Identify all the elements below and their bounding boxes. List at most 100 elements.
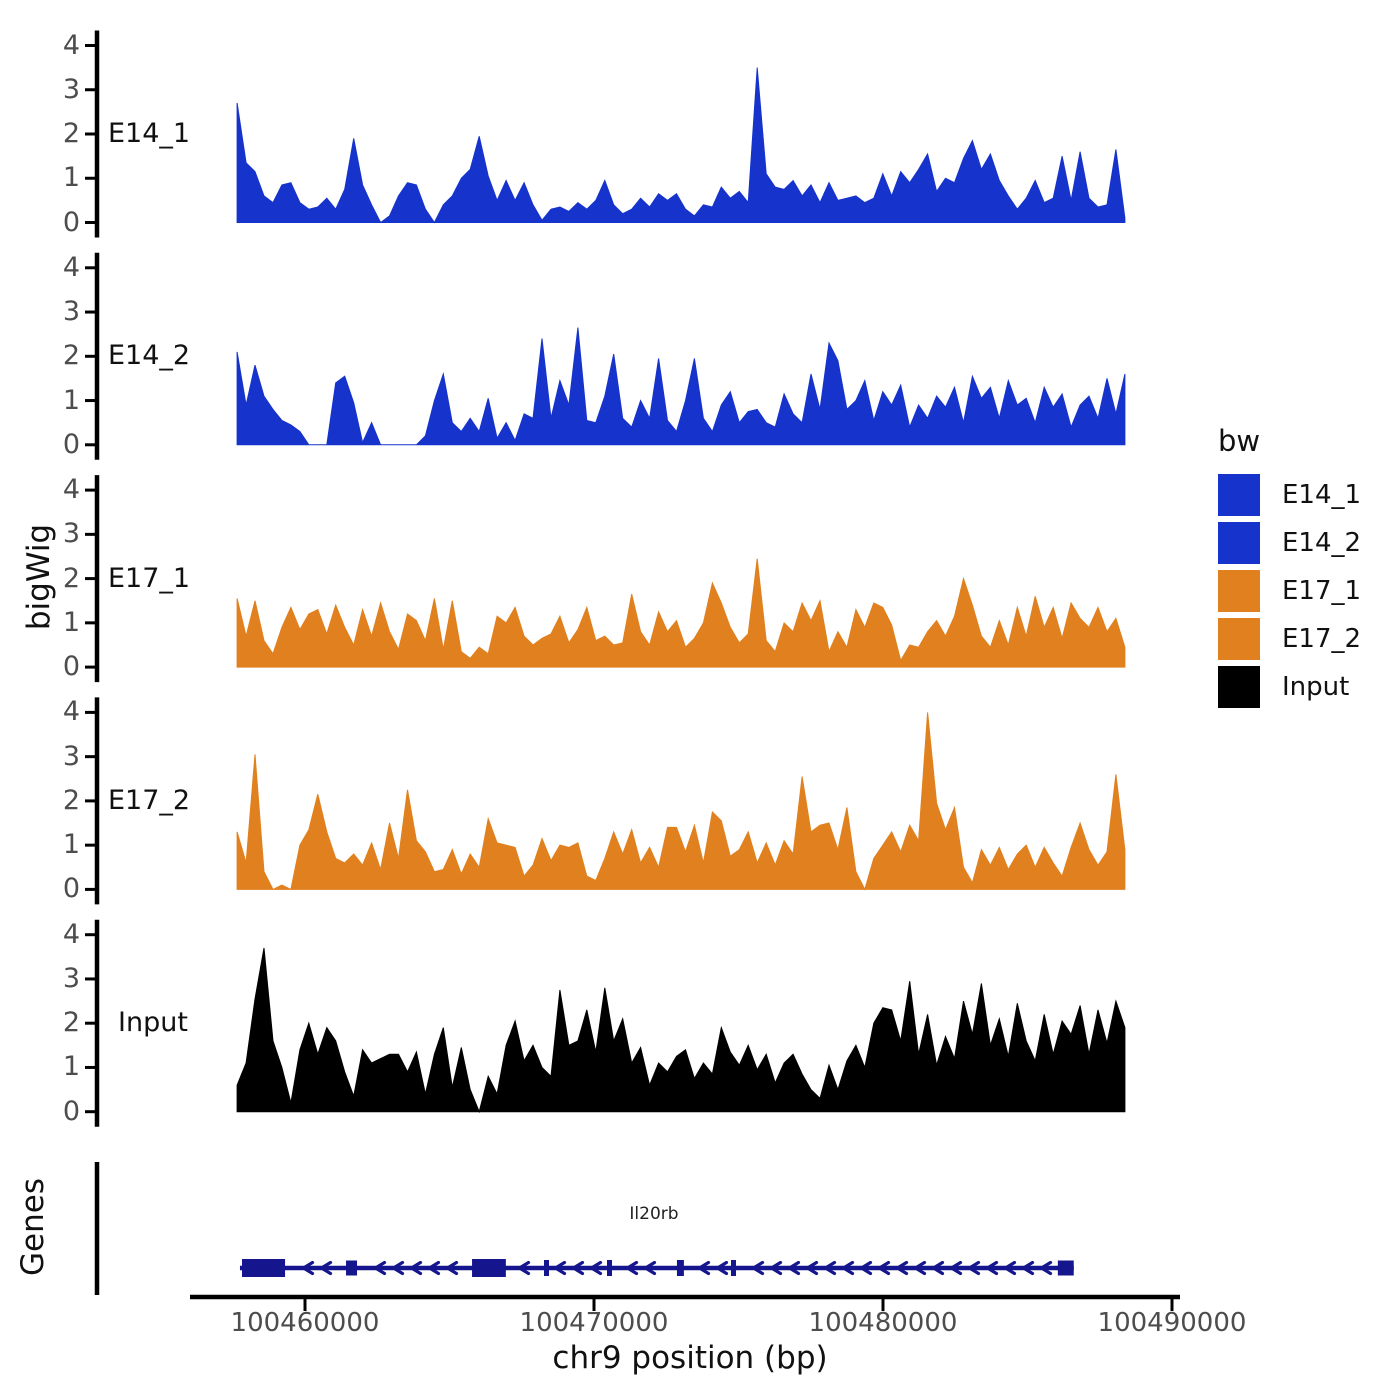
gene-exon [241, 1259, 286, 1277]
y-tick-label: 1 [62, 829, 80, 861]
strand-arrow-left-icon [804, 1260, 819, 1276]
legend-item-e17-2: E17_2 [1218, 618, 1361, 660]
gene-exon [472, 1259, 506, 1277]
x-tick-label-100480000: 100480000 [808, 1308, 958, 1338]
track-area-E17_2 [236, 712, 1126, 891]
y-tick-label: 0 [62, 873, 80, 905]
legend-label-e14-2: E14_2 [1282, 528, 1362, 558]
y-tick-label: 2 [62, 1007, 80, 1039]
strand-arrow-left-icon [426, 1260, 441, 1276]
legend-item-e14-2: E14_2 [1218, 522, 1361, 564]
x-tick-label-100460000: 100460000 [230, 1308, 380, 1338]
strand-arrow-left-icon [318, 1260, 333, 1276]
strand-arrow-left-icon [444, 1260, 459, 1276]
y-tick-label: 2 [62, 562, 80, 594]
y-tick-label: 1 [62, 1051, 80, 1083]
y-tick-label: 4 [62, 251, 80, 283]
strand-arrow-left-icon [768, 1260, 783, 1276]
gene-exon [346, 1260, 358, 1276]
y-tick-label: 4 [62, 918, 80, 950]
y-tick-label: 3 [62, 962, 80, 994]
strand-arrow-left-icon [642, 1260, 657, 1276]
strand-arrow-left-icon [858, 1260, 873, 1276]
strand-arrow-left-icon [876, 1260, 891, 1276]
legend-title: bw [1218, 424, 1261, 458]
track-area-E14_2 [236, 327, 1126, 446]
strand-arrow-left-icon [1002, 1260, 1017, 1276]
strand-arrow-left-icon [570, 1260, 585, 1276]
y-tick-label: 4 [62, 696, 80, 728]
strand-arrow-left-icon [840, 1260, 855, 1276]
legend-label-e14-1: E14_1 [1282, 480, 1362, 510]
strand-arrow-left-icon [894, 1260, 909, 1276]
strand-arrow-left-icon [750, 1260, 765, 1276]
x-tick-label-100490000: 100490000 [1097, 1308, 1247, 1338]
strand-arrow-left-icon [696, 1260, 711, 1276]
track-label-e17-1: E17_1 [108, 562, 191, 594]
strand-arrow-left-icon [948, 1260, 963, 1276]
track-label-e14-1: E14_1 [108, 118, 191, 149]
legend-label-input: Input [1282, 672, 1350, 702]
y-tick-label: 2 [62, 340, 80, 372]
legend: bw E14_1 E14_2 E17_1 E17_2 Input [1218, 424, 1361, 714]
track-area-Input [236, 947, 1126, 1114]
genes-panel-title: Genes [15, 1178, 51, 1276]
strand-arrow-left-icon [516, 1260, 531, 1276]
y-tick-label: 1 [62, 384, 80, 416]
y-tick-label: 0 [62, 651, 80, 683]
legend-item-e14-1: E14_1 [1218, 474, 1361, 516]
strand-arrow-left-icon [714, 1260, 729, 1276]
track-label-e14-2: E14_2 [108, 340, 191, 372]
strand-arrow-left-icon [930, 1260, 945, 1276]
legend-swatch-e14-1 [1218, 474, 1260, 516]
gene-name-label: Il20rb [629, 1204, 679, 1224]
legend-swatch-input [1218, 666, 1260, 708]
strand-arrow-left-icon [552, 1260, 567, 1276]
legend-label-e17-1: E17_1 [1282, 576, 1362, 606]
legend-item-input: Input [1218, 666, 1361, 708]
track-label-input: Input [118, 1007, 188, 1039]
strand-arrow-left-icon [408, 1260, 423, 1276]
y-tick-label: 1 [62, 162, 80, 194]
strand-arrow-left-icon [372, 1260, 387, 1276]
gene-exon [730, 1260, 736, 1276]
y-tick-label: 4 [62, 474, 80, 506]
y-tick-label: 3 [62, 740, 80, 772]
strand-arrow-left-icon [588, 1260, 603, 1276]
legend-swatch-e14-2 [1218, 522, 1260, 564]
y-tick-label: 0 [62, 206, 80, 238]
y-tick-label: 3 [62, 518, 80, 550]
gene-exon [1057, 1260, 1074, 1276]
strand-arrow-left-icon [984, 1260, 999, 1276]
strand-arrow-left-icon [1038, 1260, 1053, 1276]
legend-swatch-e17-1 [1218, 570, 1260, 612]
y-tick-label: 1 [62, 606, 80, 638]
strand-arrow-left-icon [786, 1260, 801, 1276]
strand-arrow-left-icon [624, 1260, 639, 1276]
strand-arrow-left-icon [390, 1260, 405, 1276]
strand-arrow-left-icon [300, 1260, 315, 1276]
y-tick-label: 0 [62, 1095, 80, 1127]
strand-arrow-left-icon [1020, 1260, 1035, 1276]
y-tick-label: 3 [62, 73, 80, 105]
track-label-e17-2: E17_2 [108, 784, 191, 816]
y-tick-label: 0 [62, 428, 80, 460]
track-area-E14_1 [236, 67, 1126, 224]
y-tick-label: 2 [62, 784, 80, 816]
x-tick-label-100470000: 100470000 [519, 1308, 669, 1338]
y-tick-label: 2 [62, 118, 80, 149]
gene-exon [607, 1260, 613, 1276]
strand-arrow-left-icon [966, 1260, 981, 1276]
track-area-E17_1 [236, 558, 1126, 668]
gene-exon [676, 1260, 684, 1276]
gene-exon [544, 1260, 550, 1276]
y-tick-label: 4 [62, 29, 80, 61]
strand-arrow-left-icon [822, 1260, 837, 1276]
legend-label-e17-2: E17_2 [1282, 624, 1362, 654]
strand-arrow-left-icon [912, 1260, 927, 1276]
y-tick-label: 3 [62, 296, 80, 328]
x-axis-title: chr9 position (bp) [552, 1340, 828, 1376]
legend-item-e17-1: E17_1 [1218, 570, 1361, 612]
